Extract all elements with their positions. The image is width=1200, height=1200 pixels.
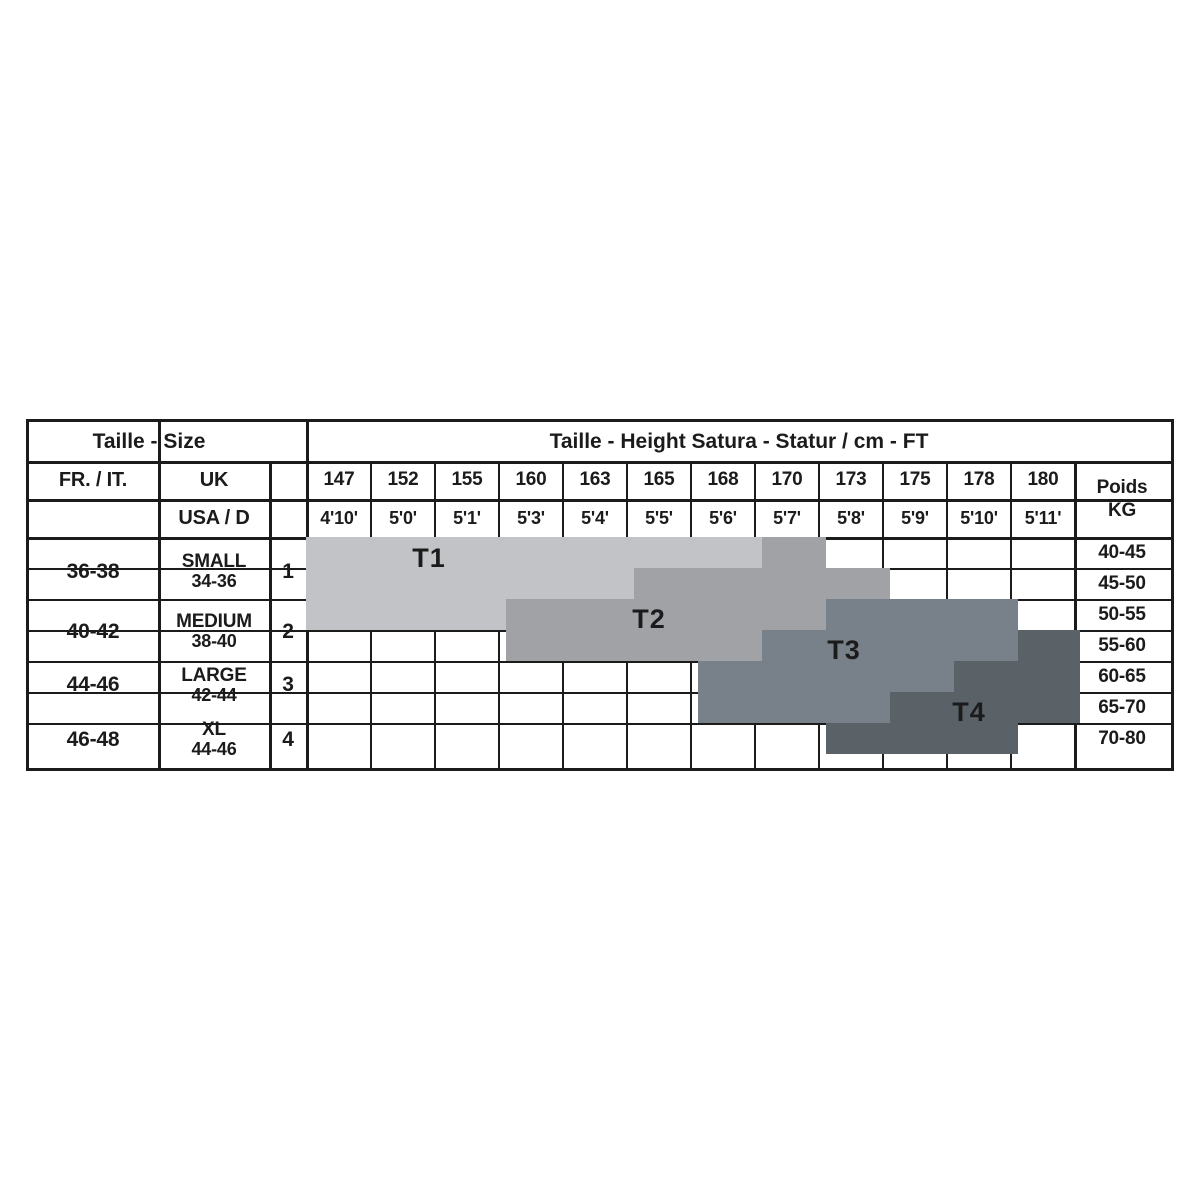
zone-T2-row2 [634, 568, 890, 599]
zone-label-T3: T3 [827, 634, 861, 665]
weight-row-2: 45-50 [1098, 572, 1146, 594]
size-uk-4: XL 44-46 [160, 716, 268, 762]
zone-T2-row4 [506, 630, 762, 661]
header-uk: UK [199, 468, 229, 491]
zone-T2-row3 [506, 599, 826, 630]
zone-T2-row1 [762, 537, 826, 568]
height-ft-5: 5'4' [581, 507, 609, 528]
zone-T4-row7 [826, 723, 1018, 754]
grid-vline-uk [269, 461, 272, 768]
height-ft-11: 5'10' [960, 507, 998, 528]
zone-T3-row6 [698, 692, 890, 723]
grid-hline-header1 [29, 461, 1171, 464]
weight-row-5: 60-65 [1098, 665, 1146, 687]
height-ft-9: 5'8' [837, 507, 865, 528]
grid-hline-row4 [29, 661, 1171, 663]
height-cm-8: 170 [771, 469, 803, 491]
zone-T1-row3 [306, 599, 506, 630]
grid-vline-frit [158, 422, 161, 768]
size-index-3: 3 [282, 673, 294, 697]
height-cm-10: 175 [899, 469, 931, 491]
height-cm-2: 152 [387, 469, 419, 491]
size-uk-2: MEDIUM 38-40 [160, 608, 268, 654]
grid-hline-row5 [29, 692, 1171, 694]
size-index-2: 2 [282, 620, 294, 644]
size-uk-name-3: LARGE [181, 664, 247, 686]
height-cm-7: 168 [707, 469, 739, 491]
height-cm-12: 180 [1027, 469, 1059, 491]
zone-T4-row6 [890, 692, 1080, 723]
header-weight-line1: Poids [1096, 476, 1148, 498]
height-cm-9: 173 [835, 469, 867, 491]
size-uk-num-4: 44-46 [191, 738, 237, 759]
size-uk-name-2: MEDIUM [176, 610, 252, 632]
zone-label-T4: T4 [952, 696, 986, 727]
zone-label-T1: T1 [412, 542, 446, 573]
grid-vline-c12 [1074, 461, 1077, 768]
zone-T3-row3 [826, 599, 1018, 630]
weight-row-3: 50-55 [1098, 603, 1146, 625]
header-size-group: Taille - Size [92, 430, 206, 454]
size-uk-num-2: 38-40 [191, 630, 237, 651]
height-cm-11: 178 [963, 469, 995, 491]
height-ft-10: 5'9' [901, 507, 929, 528]
size-uk-name-4: XL [202, 718, 226, 740]
height-cm-1: 147 [323, 469, 355, 491]
grid-hline-header2 [29, 499, 1171, 502]
size-index-4: 4 [282, 728, 294, 752]
height-ft-3: 5'1' [453, 507, 481, 528]
zone-label-T2: T2 [632, 603, 666, 634]
height-ft-4: 5'3' [517, 507, 545, 528]
height-cm-5: 163 [579, 469, 611, 491]
header-fr-it: FR. / IT. [58, 468, 128, 491]
height-ft-12: 5'11' [1024, 507, 1062, 528]
height-ft-7: 5'6' [709, 507, 737, 528]
zone-T3-row4 [762, 630, 1018, 661]
zone-T4-row4 [1018, 630, 1080, 661]
size-frit-1: 36-38 [66, 560, 120, 584]
header-weight: Poids KG [1076, 463, 1168, 535]
weight-row-7: 70-80 [1098, 727, 1146, 749]
weight-row-1: 40-45 [1098, 541, 1146, 563]
zone-T3-row5 [698, 661, 954, 692]
header-weight-line2: KG [1107, 500, 1137, 521]
zone-T1-row2 [306, 568, 634, 599]
size-uk-num-1: 34-36 [191, 570, 237, 591]
size-uk-name-1: SMALL [181, 550, 247, 572]
height-ft-2: 5'0' [389, 507, 417, 528]
zone-T4-row5 [954, 661, 1080, 692]
zone-T1-row1 [306, 537, 762, 568]
size-uk-1: SMALL 34-36 [160, 548, 268, 594]
size-frit-4: 46-48 [66, 728, 120, 752]
header-usa-d: USA / D [178, 506, 250, 529]
size-frit-3: 44-46 [66, 673, 120, 697]
size-frit-2: 40-42 [66, 620, 120, 644]
weight-row-4: 55-60 [1098, 634, 1146, 656]
height-ft-8: 5'7' [773, 507, 801, 528]
height-cm-3: 155 [451, 469, 483, 491]
height-cm-4: 160 [515, 469, 547, 491]
height-ft-1: 4'10' [320, 507, 358, 528]
height-ft-6: 5'5' [645, 507, 673, 528]
weight-row-6: 65-70 [1098, 696, 1146, 718]
height-cm-6: 165 [643, 469, 675, 491]
size-uk-3: LARGE 42-44 [160, 662, 268, 708]
header-height-group: Taille - Height Satura - Statur / cm - F… [549, 430, 929, 454]
grid-hline-row6 [29, 723, 1171, 725]
size-uk-num-3: 42-44 [191, 684, 237, 705]
size-chart-table: T1 T2 T3 T4 Taille - Size Taille - Heigh… [26, 419, 1174, 771]
size-index-1: 1 [282, 560, 294, 584]
